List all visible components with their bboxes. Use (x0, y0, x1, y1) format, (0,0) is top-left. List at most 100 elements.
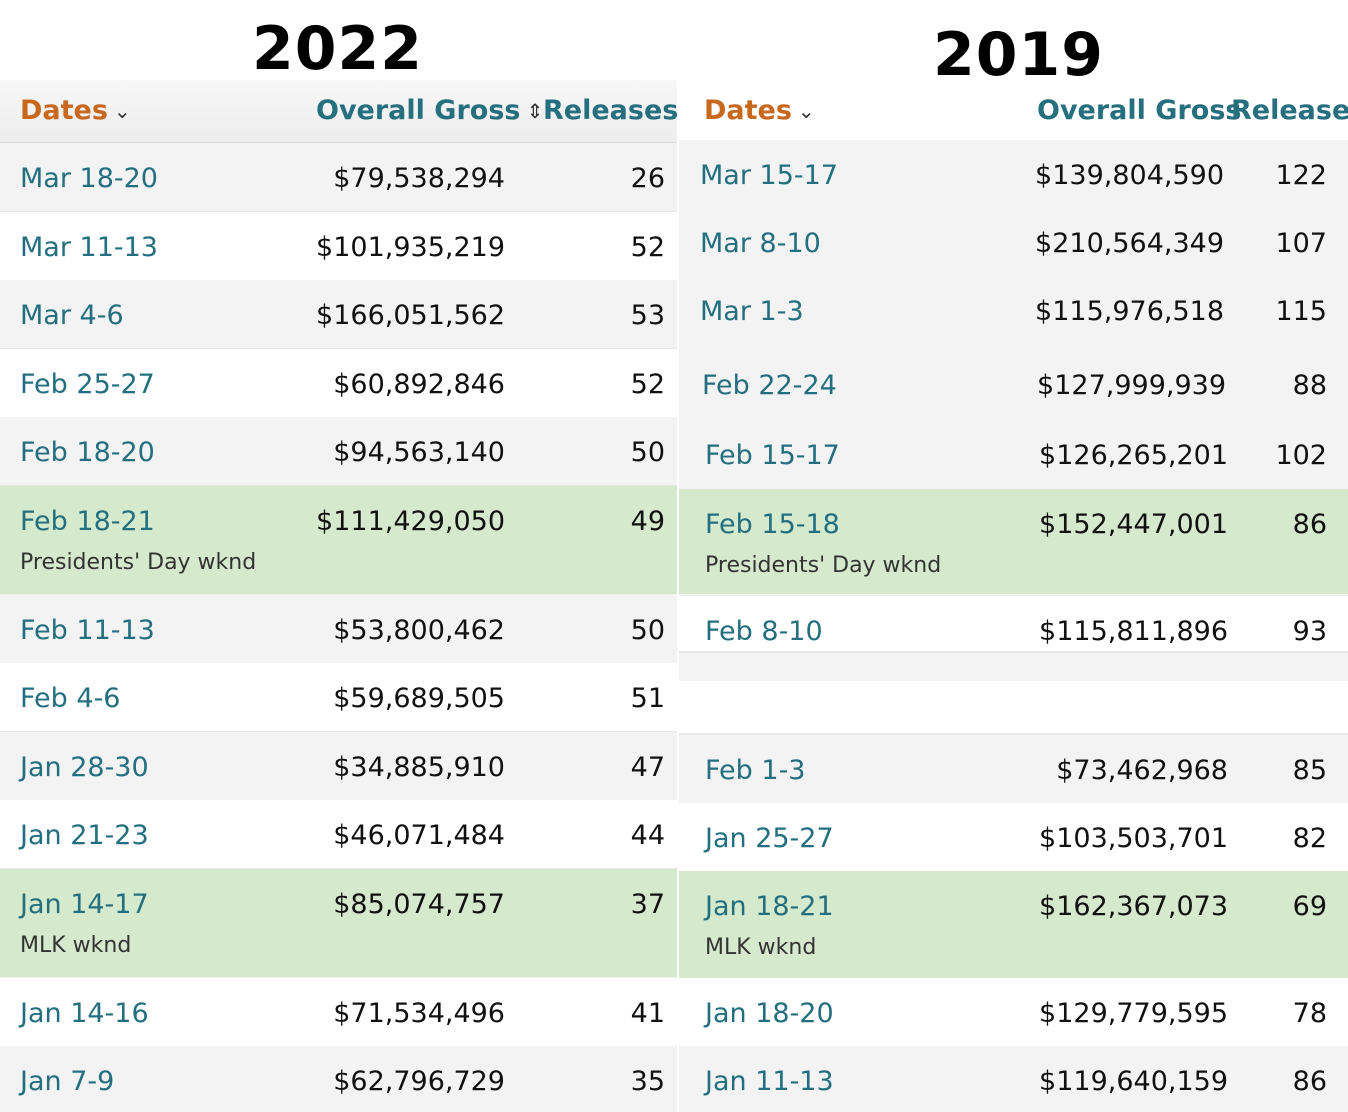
date-link[interactable]: Jan 14-17 (20, 889, 149, 920)
holiday-note: MLK wknd (20, 933, 132, 958)
table-row: Mar 15-17 $139,804,590 122 (679, 140, 1348, 210)
dates-column-header[interactable]: Dates ⌄ (20, 95, 131, 126)
date-link[interactable]: Mar 18-20 (20, 163, 158, 194)
gross-value: $34,885,910 (333, 752, 505, 783)
dates-column-header[interactable]: Dates ⌄ (704, 95, 815, 126)
table-row: Mar 4-6 $166,051,562 53 (0, 280, 677, 350)
dates-header-label: Dates (20, 95, 108, 126)
date-link[interactable]: Mar 8-10 (700, 228, 821, 259)
table-row: Jan 21-23 $46,071,484 44 (0, 800, 677, 870)
date-link[interactable]: Jan 28-30 (20, 752, 149, 783)
date-link[interactable]: Jan 11-13 (705, 1066, 834, 1097)
gross-header-label: Overall Gross (1037, 95, 1242, 126)
date-link[interactable]: Mar 11-13 (20, 232, 158, 263)
gross-value: $139,804,590 (1035, 160, 1224, 191)
table-row: Jan 25-27 $103,503,701 82 (679, 803, 1348, 873)
chevron-down-icon: ⌄ (113, 98, 131, 123)
releases-value: 115 (1275, 296, 1327, 327)
releases-value: 50 (630, 615, 665, 646)
date-link[interactable]: Jan 21-23 (20, 820, 149, 851)
table-row: Jan 28-30 $34,885,910 47 (0, 732, 677, 802)
releases-value: 107 (1275, 228, 1327, 259)
table-row: Feb 22-24 $127,999,939 88 (679, 350, 1348, 422)
date-link[interactable]: Jan 18-20 (705, 998, 834, 1029)
gross-value: $71,534,496 (333, 998, 505, 1029)
date-link[interactable]: Feb 8-10 (705, 616, 823, 647)
gross-value: $129,779,595 (1039, 998, 1228, 1029)
releases-value: 49 (630, 506, 665, 537)
table-row: Feb 25-27 $60,892,846 52 (0, 349, 677, 419)
date-link[interactable]: Mar 1-3 (700, 296, 804, 327)
releases-header-label: Releases (543, 95, 677, 126)
date-link[interactable]: Jan 14-16 (20, 998, 149, 1029)
gross-value: $79,538,294 (333, 163, 505, 194)
releases-value: 41 (630, 998, 665, 1029)
date-link[interactable]: Feb 18-21 (20, 506, 155, 537)
table-header-2019: Dates ⌄ Overall Gross Releases (679, 80, 1348, 140)
date-link[interactable]: Jan 25-27 (705, 823, 834, 854)
table-row: Jan 14-16 $71,534,496 41 (0, 978, 677, 1048)
releases-value: 53 (630, 300, 665, 331)
date-link[interactable]: Mar 4-6 (20, 300, 124, 331)
releases-value: 78 (1292, 998, 1327, 1029)
table-row: Jan 11-13 $119,640,159 86 (679, 1046, 1348, 1112)
date-link[interactable]: Feb 4-6 (20, 683, 121, 714)
gross-value: $166,051,562 (316, 300, 505, 331)
date-link[interactable]: Jan 18-21 (705, 891, 834, 922)
gross-value: $111,429,050 (316, 506, 505, 537)
releases-value: 69 (1292, 891, 1327, 922)
date-link[interactable]: Feb 15-18 (705, 509, 840, 540)
table-row: Mar 8-10 $210,564,349 107 (679, 208, 1348, 278)
releases-value: 93 (1292, 616, 1327, 647)
table-row: Mar 11-13 $101,935,219 52 (0, 212, 677, 282)
releases-column-header[interactable]: Releases (1231, 95, 1348, 126)
gross-value: $85,074,757 (333, 889, 505, 920)
table-row: Jan 7-9 $62,796,729 35 (0, 1046, 677, 1112)
date-link[interactable]: Feb 18-20 (20, 437, 155, 468)
holiday-note: MLK wknd (705, 935, 817, 960)
releases-value: 51 (630, 683, 665, 714)
releases-column-header[interactable]: Releases ⇕ (543, 95, 677, 126)
gross-value: $115,976,518 (1035, 296, 1224, 327)
holiday-row: Jan 18-21 $162,367,073 69 MLK wknd (679, 871, 1348, 980)
gross-column-header[interactable]: Overall Gross ⇕ (316, 95, 543, 126)
releases-value: 52 (630, 232, 665, 263)
table-row: Jan 18-20 $129,779,595 78 (679, 978, 1348, 1048)
gross-value: $60,892,846 (333, 369, 505, 400)
releases-value: 52 (630, 369, 665, 400)
date-link[interactable]: Feb 1-3 (705, 755, 806, 786)
gross-value: $59,689,505 (333, 683, 505, 714)
year-title-2019: 2019 (933, 20, 1104, 90)
releases-value: 122 (1275, 160, 1327, 191)
releases-value: 85 (1292, 755, 1327, 786)
holiday-row: Feb 15-18 $152,447,001 86 Presidents' Day w… (679, 489, 1348, 596)
date-link[interactable]: Feb 11-13 (20, 615, 155, 646)
releases-value: 47 (630, 752, 665, 783)
releases-value: 88 (1292, 370, 1327, 401)
gross-value: $94,563,140 (333, 437, 505, 468)
gross-value: $115,811,896 (1039, 616, 1228, 647)
holiday-row: Feb 18-21 $111,429,050 49 Presidents' Day w… (0, 486, 677, 596)
date-link[interactable]: Feb 15-17 (705, 440, 840, 471)
panel-2022: 2022 Dates ⌄ Overall Gross ⇕ Releases ⇕ … (0, 14, 677, 1112)
gross-header-label: Overall Gross (316, 95, 521, 126)
gross-value: $162,367,073 (1039, 891, 1228, 922)
table-row: Feb 4-6 $59,689,505 51 (0, 663, 677, 733)
date-link[interactable]: Feb 22-24 (702, 370, 837, 401)
year-title-2022: 2022 (252, 14, 423, 84)
gross-value: $103,503,701 (1039, 823, 1228, 854)
holiday-note: Presidents' Day wknd (20, 550, 257, 575)
gross-column-header[interactable]: Overall Gross (1037, 95, 1241, 126)
date-link[interactable]: Mar 15-17 (700, 160, 838, 191)
releases-value: 86 (1292, 1066, 1327, 1097)
releases-value: 102 (1275, 440, 1327, 471)
date-link[interactable]: Jan 7-9 (20, 1066, 115, 1097)
panel-2019: 2019 Dates ⌄ Overall Gross Releases Mar … (679, 0, 1348, 1112)
table-row: Feb 11-13 $53,800,462 50 (0, 595, 677, 665)
table-row: Feb 15-17 $126,265,201 102 (679, 420, 1348, 491)
panel-divider (677, 0, 679, 1112)
gross-value: $53,800,462 (333, 615, 505, 646)
sort-icon: ⇕ (526, 98, 544, 123)
gross-value: $127,999,939 (1037, 370, 1226, 401)
date-link[interactable]: Feb 25-27 (20, 369, 155, 400)
